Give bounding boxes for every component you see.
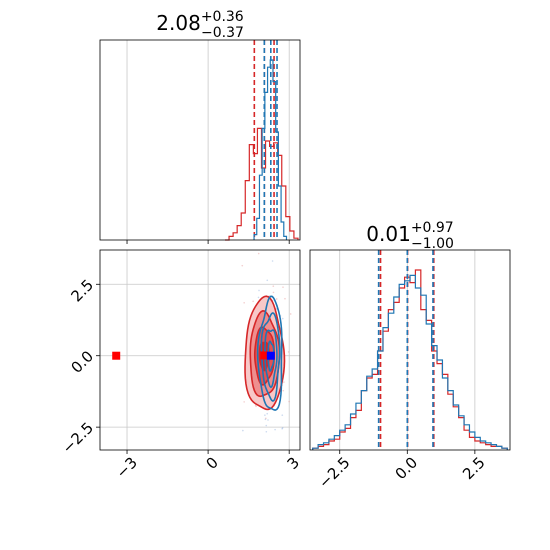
joint-sample-point [243, 302, 245, 304]
joint-xtick-label-0: −3 [113, 454, 141, 482]
joint-frame [99, 249, 301, 451]
marginal-2-series-1-step [312, 274, 508, 450]
joint-ytick-label-0: −2.5 [59, 419, 97, 457]
marginal-1-title: 2.08+0.36 [156, 9, 244, 35]
joint-sample-point [242, 429, 244, 432]
marginal-1-series-1-step [253, 59, 288, 240]
marginal-1-frame [99, 39, 301, 241]
marginal-histogram-param-1: 2.08+0.36 −0.37 [99, 9, 301, 244]
joint-sample-point [281, 426, 284, 429]
joint-sample-point [274, 428, 276, 431]
marginal-2-xtick-label-2: 2.5 [459, 454, 489, 484]
joint-sample-point [281, 414, 284, 416]
joint-sample-point [266, 412, 269, 415]
joint-xtick-label-1: 0 [203, 454, 222, 473]
marginal-1-title-lower: −0.37 [201, 25, 244, 41]
joint-sample-point [272, 291, 275, 294]
joint-marker-2 [266, 351, 275, 360]
joint-sample-point [282, 389, 285, 392]
joint-sample-point [258, 289, 260, 292]
marginal-histogram-param-2: −2.5 0.0 2.5 0.01+0.97 −1.00 [309, 220, 511, 492]
marginal-2-frame [309, 249, 511, 451]
joint-sample-point [271, 260, 274, 262]
joint-sample-point [284, 297, 286, 300]
joint-sample-point [264, 414, 266, 416]
marginal-2-title-lower: −1.00 [411, 236, 454, 252]
joint-sample-point [281, 317, 284, 320]
joint-sample-point [266, 279, 269, 282]
joint-ytick-label-2: 2.5 [67, 276, 97, 306]
joint-sample-point [241, 264, 244, 267]
joint-sample-point [265, 424, 268, 427]
joint-sample-point [272, 285, 275, 287]
joint-sample-point [283, 381, 285, 383]
marginal-1-series-0-step [225, 127, 299, 241]
joint-sample-point [265, 430, 268, 433]
joint-sample-point [257, 252, 260, 255]
joint-marker-0 [112, 351, 121, 360]
marginal-2-title: 0.01+0.97 [366, 220, 453, 246]
joint-sample-point [257, 296, 260, 299]
marginal-2-xtick-label-1: 0.0 [392, 454, 422, 484]
joint-sample-point [255, 405, 257, 408]
joint-sample-point [282, 286, 284, 288]
joint-sample-point [288, 400, 290, 403]
joint-ytick-label-1: 0.0 [67, 347, 97, 377]
joint-sample-point [289, 313, 292, 315]
joint-xtick-label-2: 3 [284, 454, 303, 473]
marginal-2-xtick-label-0: −2.5 [315, 454, 353, 492]
joint-sample-point [267, 419, 269, 421]
joint-sample-point [287, 351, 290, 353]
joint-sample-point [252, 300, 254, 303]
joint-sample-point [264, 418, 267, 421]
joint-contour-panel: −3 0 3 −2.5 0.0 2.5 [59, 249, 303, 482]
joint-sample-point [275, 298, 278, 300]
joint-marker-1 [260, 351, 269, 360]
marginal-2-series-0-step [312, 269, 508, 450]
joint-blue-contour-3 [256, 295, 283, 411]
joint-sample-point [243, 401, 245, 403]
